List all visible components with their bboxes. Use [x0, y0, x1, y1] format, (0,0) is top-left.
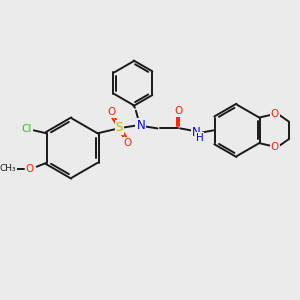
Text: CH₃: CH₃ [0, 164, 16, 173]
Text: N: N [191, 126, 200, 139]
Text: N: N [136, 119, 145, 132]
Text: O: O [271, 109, 279, 118]
Text: O: O [174, 106, 182, 116]
Text: O: O [26, 164, 34, 174]
Text: O: O [271, 142, 279, 152]
Text: O: O [123, 138, 131, 148]
Text: S: S [116, 121, 123, 134]
Text: Cl: Cl [22, 124, 32, 134]
Text: O: O [107, 107, 116, 117]
Text: H: H [196, 133, 204, 143]
